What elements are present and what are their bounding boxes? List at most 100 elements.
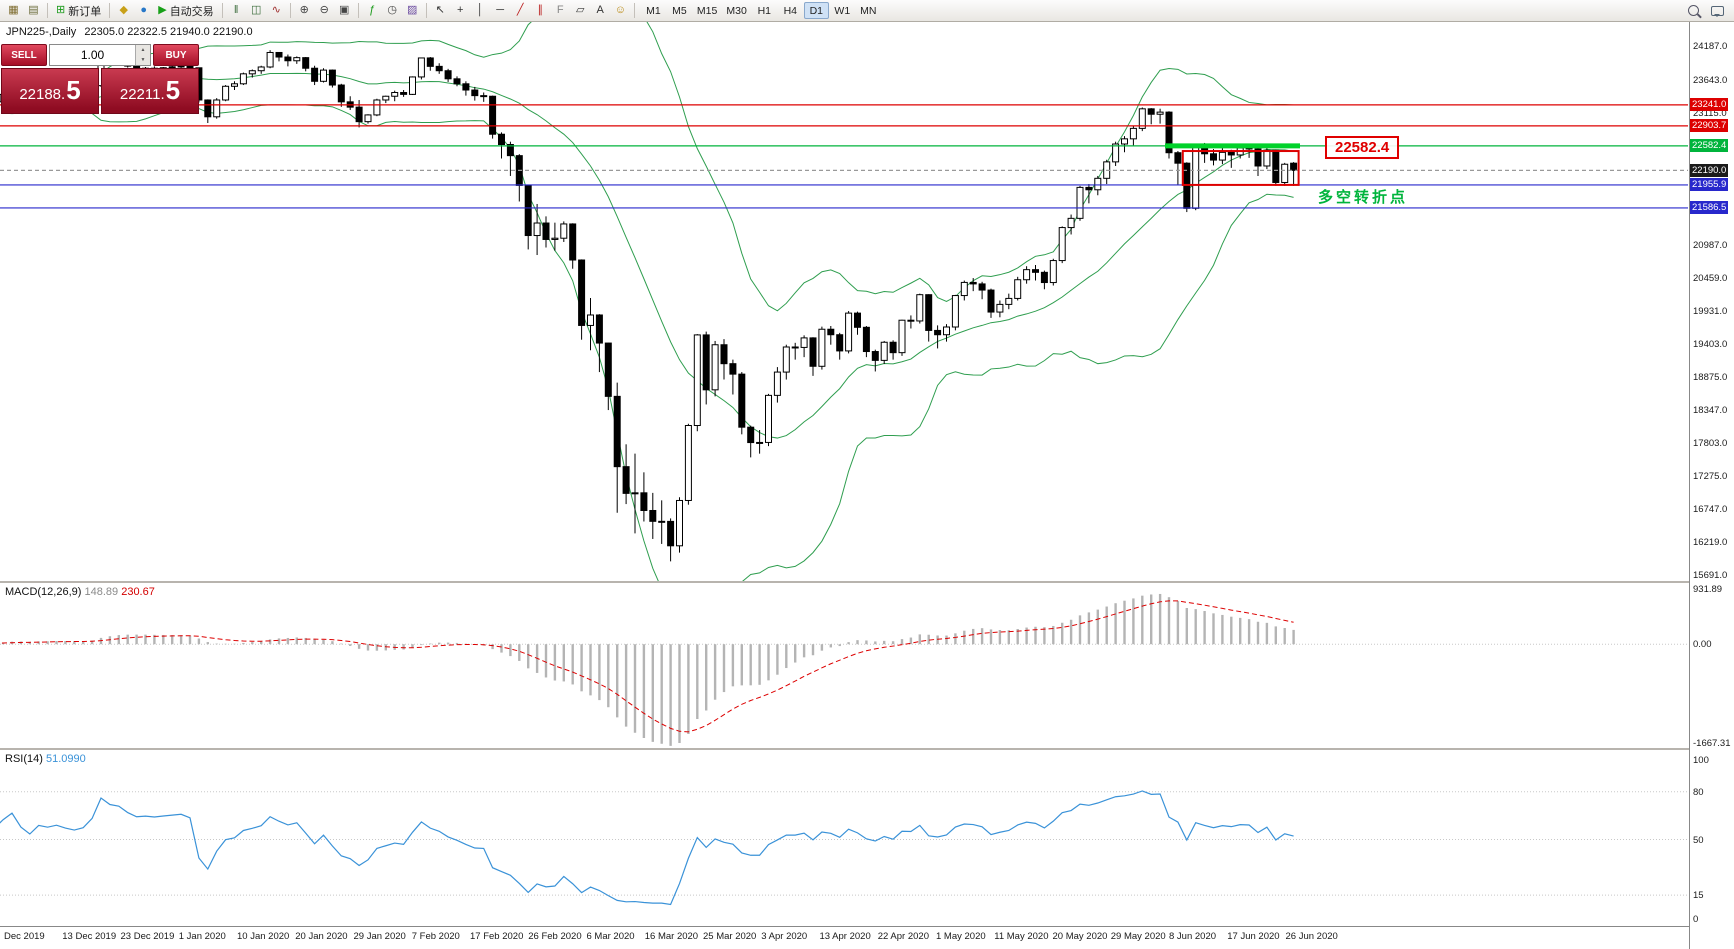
price-line-label[interactable]: 22190.0 <box>1690 163 1729 177</box>
chat-icon <box>1711 5 1724 17</box>
metaeditor-button[interactable]: ◆ <box>114 2 133 19</box>
search-button[interactable] <box>1684 2 1703 19</box>
toolbar-separator <box>47 3 48 18</box>
new-order-button-label: 新订单 <box>68 5 102 18</box>
rsi-value: 51.0990 <box>45 753 86 765</box>
autotrading-icon: ▶ <box>158 4 167 16</box>
profiles-icon: ▤ <box>28 4 39 16</box>
chat-button[interactable] <box>1707 2 1728 19</box>
market-button[interactable]: ● <box>134 2 153 19</box>
timeframe-m15[interactable]: M15 <box>693 2 721 19</box>
tile-windows-icon: ▣ <box>338 4 350 16</box>
timeframe-m30[interactable]: M30 <box>722 2 750 19</box>
zoom-out-button[interactable]: ⊖ <box>315 2 334 19</box>
new-chart-icon: ▦ <box>8 4 19 16</box>
toolbar-separator <box>109 3 111 18</box>
macd-scale-label: 0.00 <box>1693 639 1712 651</box>
time-axis-label: 13 Apr 2020 <box>819 931 871 942</box>
horizontal-line-button[interactable]: ─ <box>491 2 510 19</box>
zoom-in-icon: ⊕ <box>299 4 309 16</box>
candlestick-chart-button[interactable]: ◫ <box>247 2 266 19</box>
fibonacci-button[interactable]: F <box>551 2 570 19</box>
time-axis[interactable]: Dec 2019 13 Dec 2019 23 Dec 2019 1 Jan 2020… <box>0 926 1689 949</box>
price-line-label[interactable]: 22582.4 <box>1690 139 1729 153</box>
shapes-button[interactable]: ▱ <box>571 2 590 19</box>
channel-icon: ∥ <box>537 4 543 16</box>
time-axis-label: 13 Dec 2019 <box>62 931 117 942</box>
time-axis-label: 16 Mar 2020 <box>644 931 699 942</box>
price-axis-label: 18875.0 <box>1693 371 1728 383</box>
buy-button[interactable]: BUY <box>153 44 199 66</box>
price-axis-label: 16219.0 <box>1693 537 1728 549</box>
toolbar-separator <box>221 3 223 18</box>
price-line-label[interactable]: 23241.0 <box>1690 98 1729 112</box>
bar-chart-button[interactable]: ‖ <box>227 2 246 19</box>
price-line-label[interactable]: 21955.9 <box>1690 178 1729 192</box>
rsi-scale-label: 100 <box>1693 755 1709 766</box>
toolbar-separator <box>357 3 359 18</box>
templates-button[interactable]: ▨ <box>403 2 422 19</box>
vertical-line-button[interactable]: │ <box>471 2 490 19</box>
timeframe-h4[interactable]: H4 <box>778 2 803 19</box>
sell-price-button[interactable]: 22188. 5 <box>1 68 99 114</box>
price-axis-label: 20987.0 <box>1693 240 1728 252</box>
timeframe-w1[interactable]: W1 <box>830 2 855 19</box>
time-axis-label: 29 Jan 2020 <box>353 931 406 942</box>
price-axis-label: 15691.0 <box>1693 570 1728 581</box>
rsi-scale-label: 50 <box>1693 834 1704 846</box>
volume-stepper: ▲ ▼ <box>135 45 150 65</box>
indicators-button[interactable]: ƒ <box>363 2 382 19</box>
metaeditor-icon: ◆ <box>119 4 128 16</box>
rsi-scale-label: 0 <box>1693 914 1699 925</box>
timeframe-m1[interactable]: M1 <box>641 2 666 19</box>
timeframe-h1[interactable]: H1 <box>752 2 777 19</box>
time-axis-label: 7 Feb 2020 <box>411 931 460 942</box>
market-icon: ● <box>140 4 148 16</box>
chart-info: JPN225-,Daily 22305.0 22322.5 21940.0 22… <box>6 26 258 38</box>
macd-signal-value: 230.67 <box>121 586 155 598</box>
volume-up-button[interactable]: ▲ <box>136 45 150 55</box>
crosshair-button[interactable]: + <box>451 2 470 19</box>
toolbar: ▦ ▤ ⊞ 新订单 ◆ ● ▶ 自动交易 ‖ ◫ ∿ ⊕ ⊖ ▣ ƒ ◷ ▨ ↖ + │ ─ ╱ ∥ F ▱ A ☺ M1 M5 M15 M… <box>0 0 1734 22</box>
vertical-line-icon: │ <box>476 4 484 16</box>
buy-price-button[interactable]: 22211. 5 <box>101 68 199 114</box>
profiles-button[interactable]: ▤ <box>24 2 43 19</box>
tile-windows-button[interactable]: ▣ <box>335 2 354 19</box>
rsi-title: RSI(14) <box>5 753 43 765</box>
price-callout[interactable]: 22582.4 <box>1325 136 1400 159</box>
price-axis[interactable] <box>1689 21 1734 949</box>
cursor-button[interactable]: ↖ <box>431 2 450 19</box>
timeframe-d1[interactable]: D1 <box>803 2 829 19</box>
panel-splitter[interactable] <box>0 748 1689 750</box>
cursor-icon: ↖ <box>435 4 445 16</box>
autotrading-button[interactable]: ▶ 自动交易 <box>154 2 217 19</box>
line-chart-button[interactable]: ∿ <box>267 2 286 19</box>
arrows-button[interactable]: ☺ <box>611 2 630 19</box>
time-axis-label: 26 Jun 2020 <box>1285 931 1338 942</box>
zoom-in-button[interactable]: ⊕ <box>295 2 314 19</box>
panel-splitter[interactable] <box>0 581 1689 583</box>
new-chart-button[interactable]: ▦ <box>4 2 23 19</box>
channel-button[interactable]: ∥ <box>531 2 550 19</box>
periods-icon: ◷ <box>387 4 397 16</box>
timeframe-m5[interactable]: M5 <box>667 2 692 19</box>
timeframe-mn[interactable]: MN <box>856 2 881 19</box>
arrows-icon: ☺ <box>614 4 626 16</box>
periods-button[interactable]: ◷ <box>383 2 402 19</box>
rsi-scale-label: 15 <box>1693 890 1704 902</box>
sell-button[interactable]: SELL <box>1 44 47 66</box>
macd-main-value: 148.89 <box>84 586 119 598</box>
new-order-icon: ⊞ <box>56 4 66 16</box>
price-line-label[interactable]: 22903.7 <box>1690 119 1729 133</box>
time-axis-label: 22 Apr 2020 <box>877 931 929 942</box>
sell-price-main: 22188. <box>19 86 66 103</box>
trendline-button[interactable]: ╱ <box>511 2 530 19</box>
volume-down-button[interactable]: ▼ <box>136 55 150 65</box>
text-button[interactable]: A <box>591 2 610 19</box>
new-order-button[interactable]: ⊞ 新订单 <box>52 2 105 19</box>
time-axis-label: 10 Jan 2020 <box>237 931 290 942</box>
templates-icon: ▨ <box>406 4 418 16</box>
volume-input[interactable] <box>50 45 135 65</box>
price-line-label[interactable]: 21586.5 <box>1690 201 1729 215</box>
